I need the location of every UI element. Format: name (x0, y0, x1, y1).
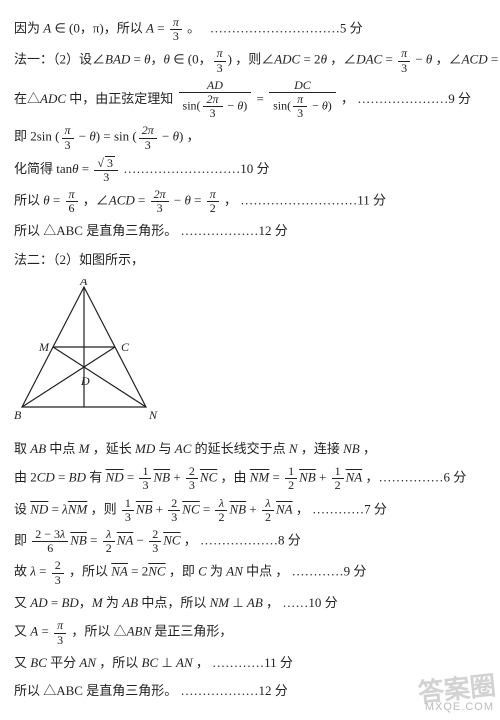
score-mark: ………………12 分 (180, 223, 287, 238)
step-line: 又 A = π3 ，所以 △ABN 是正三角形， (14, 619, 486, 646)
conclusion-line: 所以 △ABC 是直角三角形。 ………………12 分 (14, 219, 486, 244)
step-line: 取 AB 中点 M ，延长 MD 与 AC 的延长线交于点 N ，连接 NB ， (14, 437, 486, 462)
step-line: 化简得 tanθ = √3 3 ………………………10 分 (14, 156, 486, 184)
method-two-heading: 法二：（2）如图所示， (14, 248, 486, 273)
seg-BC-through-D (22, 347, 115, 407)
label-B: B (14, 408, 22, 422)
step-line: 即 2sin (π3 − θ) = sin (2π3 − θ) ， (14, 124, 486, 151)
step-line: 由 2CD = BD 有 ND = 13NB + 23NC ，由 NM = 12… (14, 465, 486, 492)
label-M: M (38, 340, 50, 354)
seg-MN-through-D (53, 347, 146, 407)
diagram-svg: A B N M C D (14, 279, 164, 424)
label-C: C (121, 340, 130, 354)
var-A: A (43, 21, 51, 36)
step-line: 设 ND = λNM ，则 13NB + 23NC = λ2NB + λ2NA … (14, 497, 486, 524)
score-mark: ……10 分 (282, 595, 337, 610)
step-line: 又 AD = BD，M 为 AB 中点，所以 NM ⊥ AB ， ……10 分 (14, 591, 486, 616)
score-mark: ………………………10 分 (123, 161, 269, 176)
score-mark: …………………………5 分 (210, 21, 363, 36)
label-D: D (80, 374, 90, 388)
step-line: 所以 θ = π6 ，∠ACD = 2π3 − θ = π2 ， …………………… (14, 188, 486, 215)
label-N: N (148, 408, 158, 422)
step-line: 法一：（2）设∠BAD = θ，θ ∈ (0，π3) ，则∠ADC = 2θ ，… (14, 47, 486, 74)
var-A: A (146, 21, 154, 36)
frac-pi-3: π3 (214, 47, 226, 74)
triangle-diagram: A B N M C D (14, 279, 486, 433)
score-mark: …………9 分 (292, 564, 367, 579)
frac-sine-right: DC sin(π3 − θ) (269, 79, 336, 121)
score-mark: …………11 分 (212, 655, 293, 670)
watermark-url: MXQE.COM (425, 697, 494, 718)
step-line: 因为 A ∈ (0，π)，所以 A = π 3 。 …………………………5 分 (14, 16, 486, 43)
conclusion-line: 所以 △ABC 是直角三角形。 ………………12 分 (14, 679, 486, 704)
score-mark: ………………12 分 (180, 683, 287, 698)
step-line: 在△ADC 中，由正弦定理知 AD sin(2π3 − θ) = DC sin(… (14, 79, 486, 121)
text: 因为 (14, 21, 40, 36)
score-mark: ，……………6 分 (365, 470, 466, 485)
step-line: 即 2 − 3λ6NB = λ2NA − 23NC ， ………………8 分 (14, 528, 486, 555)
frac-sine-left: AD sin(2π3 − θ) (179, 79, 252, 121)
score-mark: …………7 分 (312, 501, 387, 516)
frac-tan: √3 3 (94, 156, 118, 184)
score-mark: ， …………………9 分 (341, 91, 471, 106)
label-A: A (79, 279, 88, 288)
score-mark: ………………8 分 (200, 533, 301, 548)
score-mark: ………………………11 分 (240, 193, 386, 208)
frac-pi-3: π 3 (170, 16, 182, 43)
step-line: 故 λ = 23 ，所以 NA = 2NC ，即 C 为 AN 中点 ， ………… (14, 559, 486, 586)
frac-pi-3: π3 (398, 47, 410, 74)
text: ∈ (0，π)，所以 (54, 21, 142, 36)
step-line: 又 BC 平分 AN ，所以 BC ⊥ AN ， …………11 分 (14, 651, 486, 676)
